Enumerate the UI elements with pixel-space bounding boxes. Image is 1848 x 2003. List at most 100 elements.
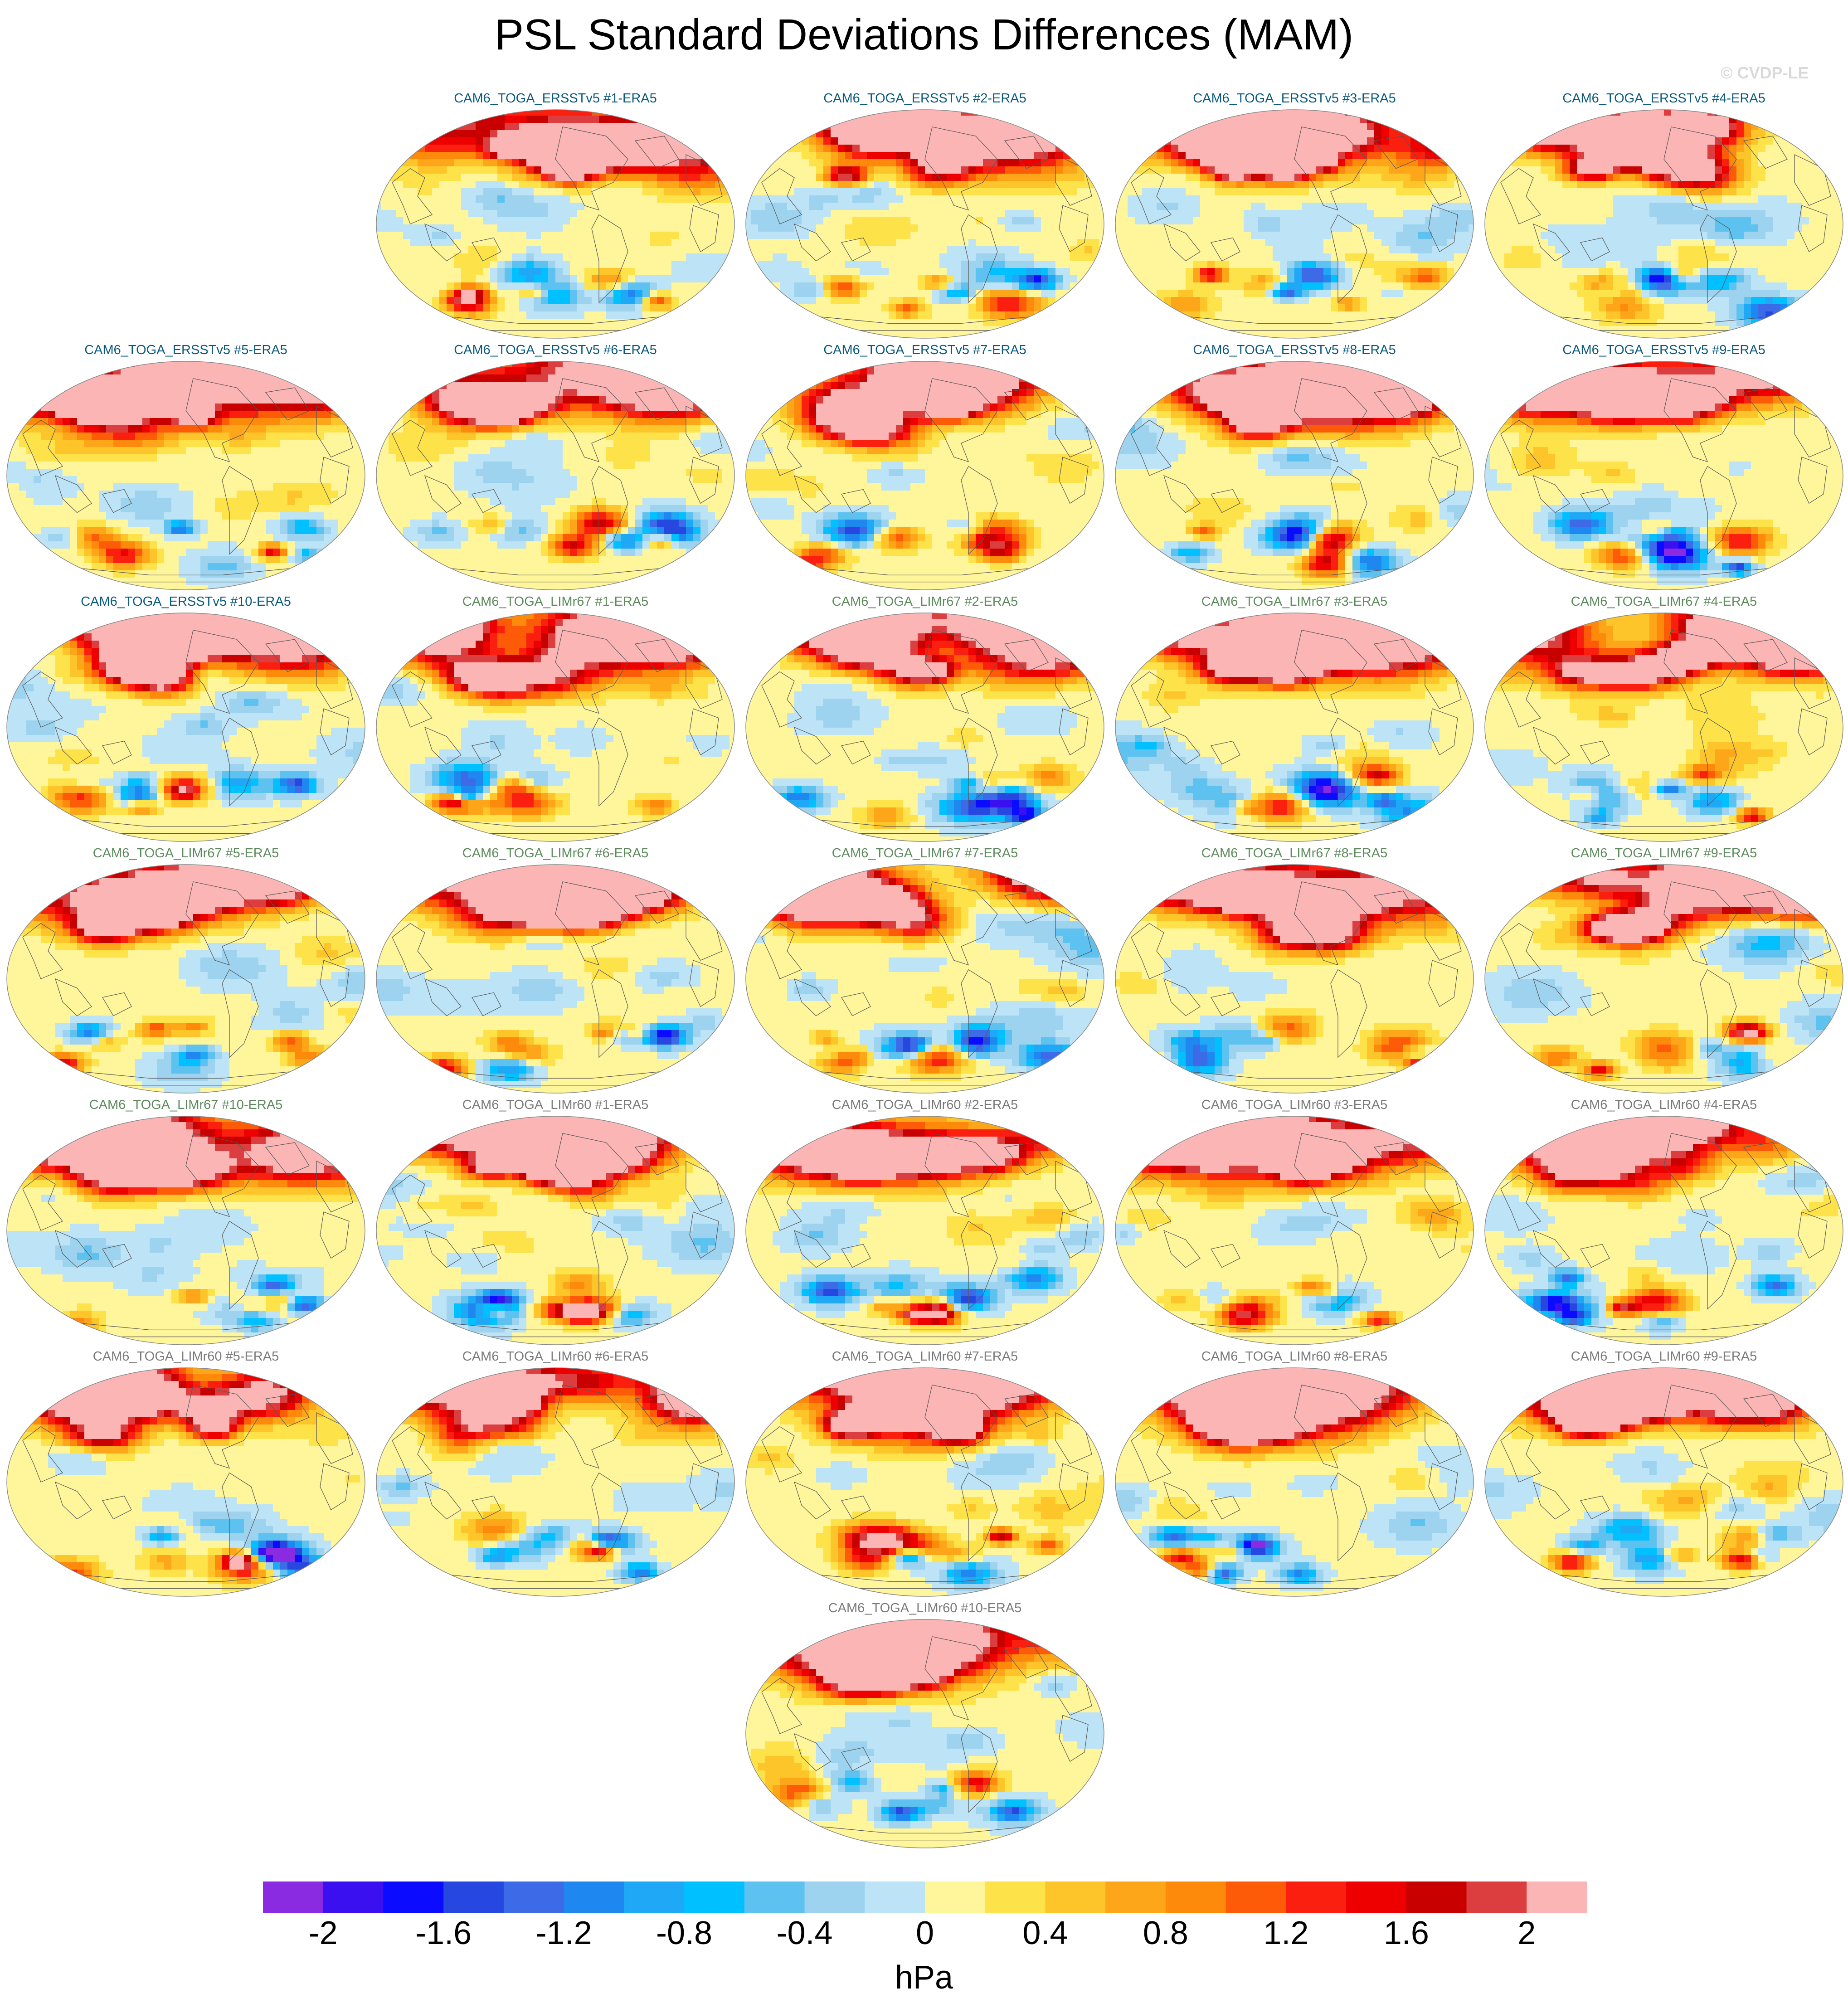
- coastline: [794, 726, 831, 765]
- map-border: [376, 864, 735, 1094]
- coastline: [591, 1472, 628, 1561]
- coastline: [1500, 419, 1541, 476]
- map-border: [376, 1367, 735, 1597]
- colorbar-swatch: [804, 1881, 865, 1913]
- coastline: [1294, 630, 1367, 714]
- coastline: [1580, 992, 1610, 1016]
- coastline: [1163, 726, 1201, 765]
- panel-title: CAM6_TOGA_ERSSTv5 #3-ERA5: [1113, 88, 1476, 108]
- colorbar-swatch: [1346, 1881, 1407, 1913]
- colorbar-swatch: [684, 1881, 745, 1913]
- coastline: [1059, 960, 1089, 1007]
- map-panel: CAM6_TOGA_LIMr60 #9-ERA5: [1483, 1347, 1845, 1598]
- panel-title: CAM6_TOGA_LIMr67 #4-ERA5: [1483, 592, 1845, 612]
- coastline: [761, 1426, 802, 1483]
- psl-difference-map: [745, 1619, 1104, 1848]
- coastline: [472, 1495, 501, 1520]
- coastline: [591, 214, 628, 303]
- coastline: [1533, 1481, 1570, 1520]
- coastline: [392, 671, 433, 728]
- coastline: [1004, 639, 1049, 672]
- coastline: [265, 890, 310, 924]
- coastline: [1131, 168, 1172, 224]
- coastline: [924, 881, 998, 966]
- colorbar-swatch: [1466, 1881, 1527, 1913]
- map-panel: CAM6_TOGA_ERSSTv5 #6-ERA5: [374, 340, 737, 592]
- coastline: [1700, 466, 1737, 555]
- coastline: [1131, 1174, 1172, 1231]
- panel-title: CAM6_TOGA_LIMr60 #3-ERA5: [1113, 1095, 1476, 1115]
- colorbar-tick-label: -1.2: [514, 1914, 614, 1952]
- coastline: [265, 387, 310, 421]
- colorbar-tick-label: 0: [875, 1914, 975, 1952]
- coastline: [794, 978, 831, 1016]
- coastline: [22, 419, 63, 476]
- psl-difference-map: [376, 109, 735, 339]
- coastline: [1580, 489, 1610, 513]
- coastline: [761, 1677, 802, 1734]
- coastline: [472, 740, 501, 765]
- coastline: [1500, 923, 1541, 979]
- coastline: [392, 923, 433, 979]
- coastline: [1059, 205, 1089, 253]
- map-panel: CAM6_TOGA_LIMr67 #8-ERA5: [1113, 843, 1476, 1095]
- panel-title: CAM6_TOGA_ERSSTv5 #2-ERA5: [744, 88, 1106, 108]
- coastline: [591, 1220, 628, 1310]
- coastline: [1163, 475, 1201, 513]
- panel-title: CAM6_TOGA_ERSSTv5 #9-ERA5: [1483, 340, 1845, 360]
- coastline: [185, 1133, 259, 1217]
- coastline: [1533, 726, 1570, 765]
- coastline: [1059, 1715, 1089, 1762]
- coastline: [1533, 475, 1570, 513]
- coastline: [222, 466, 259, 555]
- map-panel: CAM6_TOGA_LIMr67 #6-ERA5: [374, 843, 737, 1095]
- coastline: [841, 1495, 871, 1520]
- psl-difference-map: [1115, 864, 1474, 1094]
- coastline: [591, 466, 628, 555]
- map-panel: CAM6_TOGA_ERSSTv5 #1-ERA5: [374, 88, 737, 340]
- map-panel: CAM6_TOGA_ERSSTv5 #7-ERA5: [744, 340, 1106, 592]
- psl-difference-map: [1484, 864, 1843, 1094]
- coastline: [1004, 1645, 1049, 1679]
- coastline: [222, 969, 259, 1058]
- coastline: [1798, 960, 1828, 1007]
- coastline: [555, 1133, 628, 1217]
- psl-difference-map: [1115, 1367, 1474, 1597]
- coastline: [1533, 223, 1570, 262]
- coastline: [1373, 639, 1418, 672]
- colorbar-swatch: [1286, 1881, 1347, 1913]
- panel-title: CAM6_TOGA_ERSSTv5 #5-ERA5: [5, 340, 367, 360]
- coastline: [961, 1472, 998, 1561]
- coastline: [1294, 378, 1367, 462]
- map-border: [1484, 109, 1843, 339]
- panel-title: CAM6_TOGA_LIMr67 #2-ERA5: [744, 592, 1106, 612]
- map-border: [6, 1367, 365, 1597]
- coastline: [1330, 1220, 1367, 1310]
- coastline: [22, 1426, 63, 1483]
- coastline: [1004, 387, 1049, 421]
- map-border: [1115, 613, 1474, 842]
- map-border: [6, 1116, 365, 1345]
- coastline: [761, 671, 802, 728]
- panel-title: CAM6_TOGA_LIMr67 #8-ERA5: [1113, 843, 1476, 863]
- coastline: [794, 1230, 831, 1268]
- coastline: [555, 1385, 628, 1469]
- map-panel: CAM6_TOGA_LIMr60 #4-ERA5: [1483, 1095, 1845, 1347]
- colorbar-tick-label: -0.4: [755, 1914, 855, 1952]
- coastline: [1294, 1133, 1367, 1217]
- coastline: [320, 960, 350, 1007]
- coastline: [1294, 1385, 1367, 1469]
- coastline: [761, 923, 802, 979]
- map-border: [1484, 1116, 1843, 1345]
- map-panel: CAM6_TOGA_LIMr67 #9-ERA5: [1483, 843, 1845, 1095]
- coastline: [472, 237, 501, 262]
- map-panel: CAM6_TOGA_ERSSTv5 #9-ERA5: [1483, 340, 1845, 592]
- coastline: [1294, 881, 1367, 966]
- coastline: [1743, 1394, 1788, 1427]
- map-panel: CAM6_TOGA_LIMr67 #2-ERA5: [744, 592, 1106, 843]
- coastline: [1700, 717, 1737, 807]
- map-border: [1484, 361, 1843, 590]
- coastline: [1131, 419, 1172, 476]
- coastline: [102, 1495, 132, 1520]
- coastline: [634, 387, 679, 421]
